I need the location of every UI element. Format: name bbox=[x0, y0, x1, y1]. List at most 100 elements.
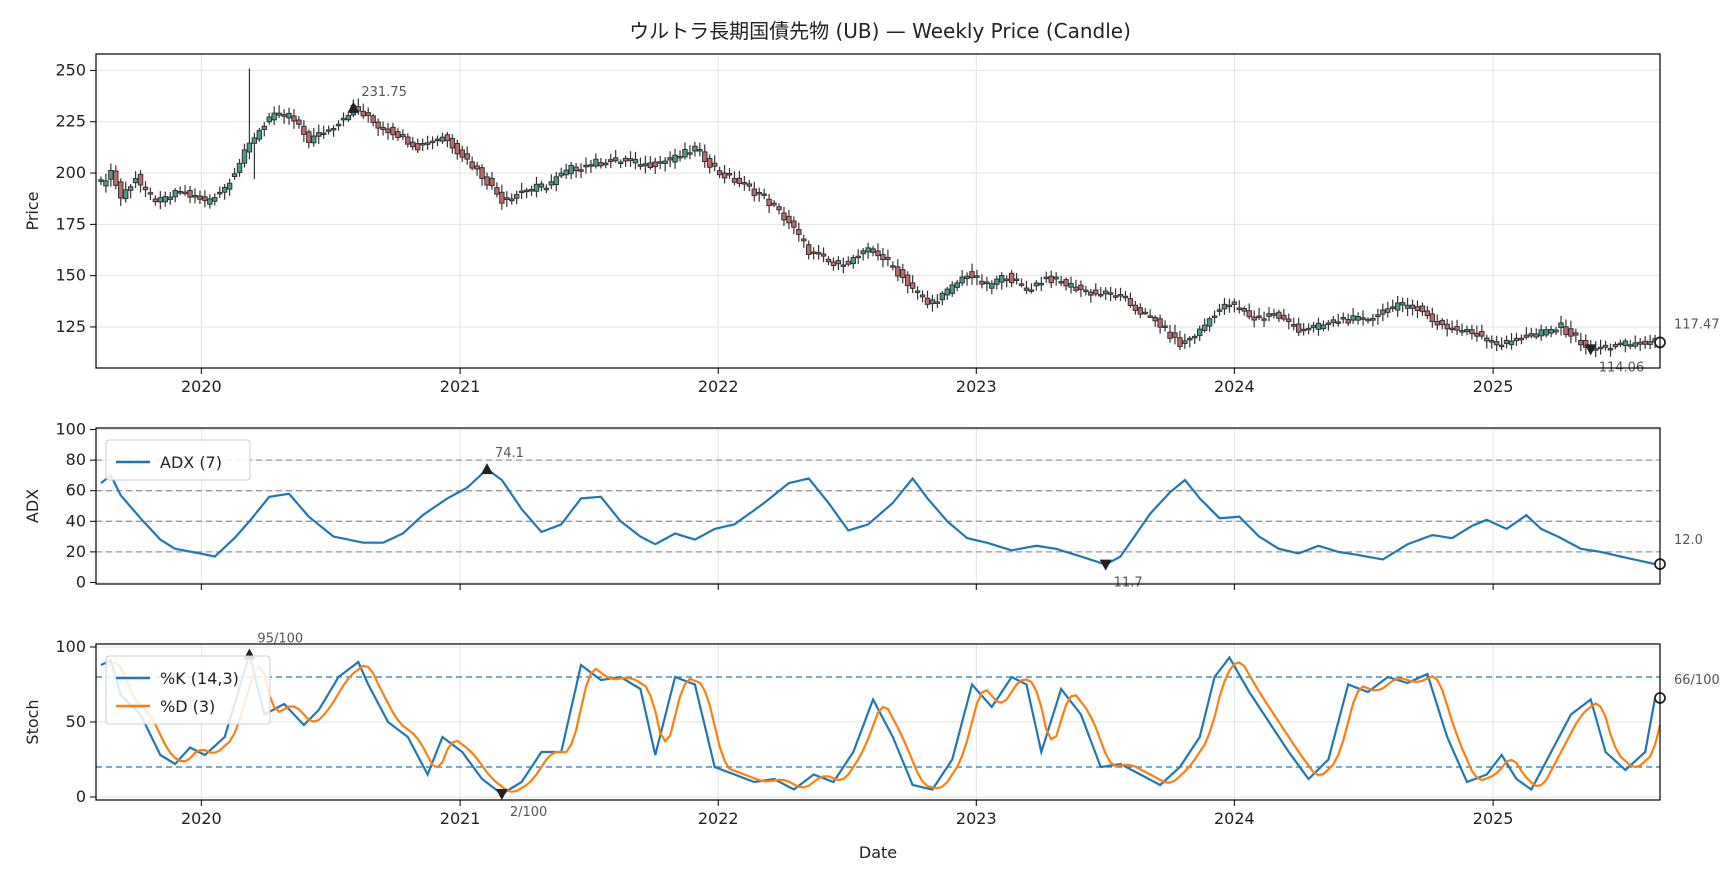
candle-body bbox=[400, 134, 406, 138]
min-marker bbox=[495, 789, 508, 800]
candle-body bbox=[845, 260, 852, 265]
x-tick-label: 2025 bbox=[1473, 809, 1514, 828]
candle-body bbox=[221, 186, 228, 193]
candle-body bbox=[890, 265, 896, 268]
y-axis-label: ADX bbox=[23, 489, 42, 523]
candle-body bbox=[1429, 313, 1436, 323]
candle-body bbox=[627, 158, 634, 162]
y-axis-label: Price bbox=[23, 191, 42, 230]
candle-body bbox=[1325, 322, 1332, 325]
candle-body bbox=[335, 123, 342, 127]
x-axis-label: Date bbox=[859, 843, 897, 862]
candle-body bbox=[652, 161, 658, 168]
candle-body bbox=[721, 172, 728, 179]
candle-body bbox=[1578, 339, 1584, 346]
candle-body bbox=[1474, 332, 1480, 337]
candle-body bbox=[885, 256, 891, 260]
candle-body bbox=[934, 301, 941, 304]
candle-body bbox=[637, 164, 644, 167]
candle-body bbox=[1602, 344, 1609, 348]
candle-body bbox=[603, 162, 609, 166]
candle-body bbox=[692, 145, 698, 152]
candle-body bbox=[588, 164, 594, 167]
candle-body bbox=[1370, 317, 1376, 321]
last-value-label: 12.0 bbox=[1674, 533, 1703, 548]
candle-body bbox=[994, 278, 1000, 285]
candle-body bbox=[415, 143, 421, 151]
candle-body bbox=[919, 294, 926, 298]
candle-body bbox=[118, 181, 124, 199]
candle-body bbox=[1573, 332, 1579, 336]
candle-body bbox=[964, 275, 970, 280]
candle-body bbox=[1281, 314, 1287, 320]
candle-body bbox=[424, 142, 431, 145]
candle-body bbox=[870, 248, 876, 253]
legend-label: %D (3) bbox=[160, 697, 215, 716]
candle-body bbox=[226, 182, 233, 190]
candle-body bbox=[959, 276, 965, 284]
candle-body bbox=[969, 271, 975, 279]
y-tick-label: 225 bbox=[55, 112, 86, 131]
y-tick-label: 60 bbox=[66, 481, 86, 500]
candle-body bbox=[989, 283, 995, 289]
candle-body bbox=[1122, 295, 1129, 299]
candle-body bbox=[246, 142, 253, 153]
candle-body bbox=[1177, 337, 1183, 348]
candle-body bbox=[1172, 332, 1178, 338]
candle-body bbox=[1489, 340, 1495, 343]
candle-body bbox=[702, 151, 708, 162]
candle-body bbox=[1078, 284, 1084, 290]
candle-body bbox=[1513, 337, 1520, 342]
candle-body bbox=[395, 131, 401, 138]
min-label: 2/100 bbox=[510, 805, 547, 820]
candle-body bbox=[667, 157, 673, 161]
candle-body bbox=[439, 136, 446, 142]
candle-body bbox=[137, 173, 144, 186]
candle-body bbox=[1256, 315, 1262, 318]
candle-body bbox=[1493, 341, 1500, 346]
candle-body bbox=[1246, 310, 1252, 318]
candle-body bbox=[261, 125, 267, 131]
candle-body bbox=[1503, 339, 1510, 344]
candle-body bbox=[122, 189, 129, 200]
legend-label: %K (14,3) bbox=[160, 669, 239, 688]
candle-body bbox=[1355, 315, 1361, 321]
candle-body bbox=[340, 117, 347, 121]
candle-body bbox=[1261, 318, 1267, 321]
y-tick-label: 200 bbox=[55, 163, 86, 182]
candle-body bbox=[672, 154, 678, 163]
candle-body bbox=[756, 191, 762, 195]
candle-body bbox=[360, 110, 366, 117]
min-label: 11.7 bbox=[1114, 576, 1143, 591]
y-tick-label: 80 bbox=[66, 450, 86, 469]
candle-body bbox=[707, 157, 713, 168]
candle-body bbox=[954, 282, 960, 288]
last-value-label: 117.47 bbox=[1674, 317, 1720, 332]
candle-body bbox=[528, 188, 535, 192]
candle-body bbox=[1137, 307, 1144, 315]
x-tick-label: 2024 bbox=[1214, 377, 1255, 396]
candle-body bbox=[1003, 278, 1010, 282]
x-tick-label: 2022 bbox=[698, 809, 739, 828]
candle-body bbox=[1568, 328, 1574, 337]
plot-frame bbox=[95, 53, 1661, 369]
candle-body bbox=[825, 258, 832, 263]
candle-body bbox=[642, 163, 649, 167]
candle-body bbox=[132, 178, 139, 184]
candle-body bbox=[251, 137, 258, 144]
candle-body bbox=[449, 137, 456, 149]
candle-body bbox=[771, 202, 777, 206]
candle-body bbox=[914, 290, 921, 293]
candle-body bbox=[538, 183, 545, 188]
candle-body bbox=[236, 162, 243, 173]
d-line bbox=[105, 661, 1662, 793]
candle-body bbox=[429, 140, 436, 144]
candle-body bbox=[776, 206, 782, 211]
candle-body bbox=[1543, 329, 1549, 336]
candle-body bbox=[1157, 318, 1163, 328]
candle-body bbox=[1073, 286, 1079, 291]
plot-frame bbox=[95, 427, 1661, 585]
candle-body bbox=[835, 260, 842, 265]
candle-body bbox=[632, 159, 639, 164]
candle-body bbox=[1023, 287, 1030, 291]
